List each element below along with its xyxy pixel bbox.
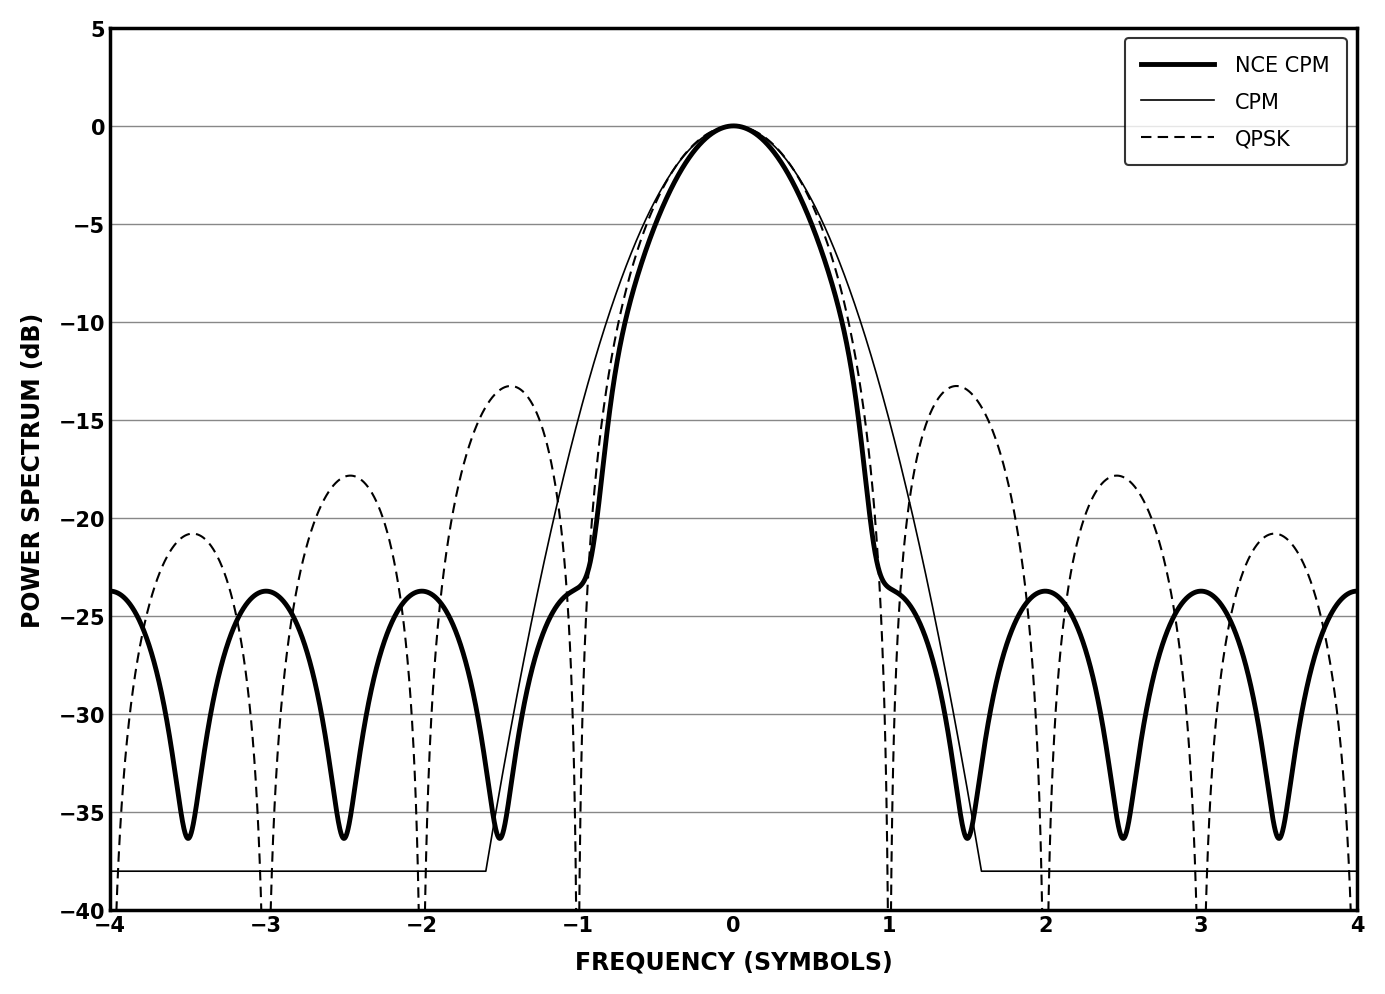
NCE CPM	[895, 591, 911, 603]
NCE CPM	[726, 121, 742, 133]
QPSK	[553, 527, 569, 539]
NCE CPM	[180, 833, 197, 845]
NCE CPM	[165, 751, 181, 763]
CPM	[839, 279, 856, 291]
Line: QPSK: QPSK	[111, 127, 1357, 994]
Y-axis label: POWER SPECTRUM (dB): POWER SPECTRUM (dB)	[21, 312, 44, 627]
CPM	[102, 866, 119, 878]
CPM	[1093, 866, 1109, 878]
CPM	[165, 866, 181, 878]
CPM	[726, 121, 742, 133]
QPSK	[1093, 479, 1109, 491]
NCE CPM	[102, 585, 119, 597]
NCE CPM	[1026, 589, 1043, 601]
X-axis label: FREQUENCY (SYMBOLS): FREQUENCY (SYMBOLS)	[575, 949, 892, 973]
NCE CPM	[839, 346, 856, 358]
QPSK	[165, 542, 181, 554]
CPM	[553, 480, 569, 492]
QPSK	[895, 559, 911, 571]
Line: NCE CPM: NCE CPM	[111, 127, 1357, 839]
QPSK	[1026, 691, 1043, 703]
Line: CPM: CPM	[111, 127, 1357, 872]
CPM	[1349, 866, 1366, 878]
QPSK	[839, 314, 856, 326]
NCE CPM	[1093, 712, 1109, 724]
QPSK	[726, 121, 742, 133]
CPM	[1026, 866, 1043, 878]
NCE CPM	[554, 594, 571, 606]
NCE CPM	[1349, 585, 1366, 597]
Legend: NCE CPM, CPM, QPSK: NCE CPM, CPM, QPSK	[1125, 39, 1346, 166]
CPM	[895, 467, 911, 479]
